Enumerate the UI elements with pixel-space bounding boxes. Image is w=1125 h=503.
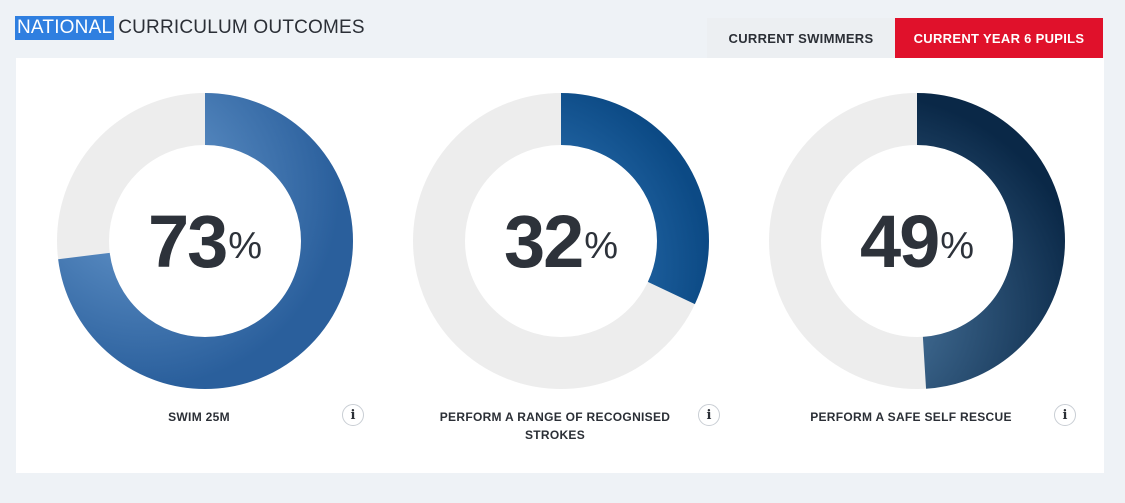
percentage-sign: % — [584, 224, 619, 267]
outcome-card-swim-25m: 73% SWIM 25M i — [16, 58, 364, 473]
percentage-value: 32% — [412, 92, 710, 390]
donut-chart — [413, 93, 709, 389]
percentage-sign: % — [228, 224, 263, 267]
info-icon[interactable]: i — [698, 404, 720, 426]
outcome-label: PERFORM A RANGE OF RECOGNISED STROKES — [439, 410, 671, 442]
info-icon[interactable]: i — [342, 404, 364, 426]
page-title-highlight: NATIONAL — [15, 16, 115, 40]
percentage-number: 73 — [147, 199, 228, 283]
tab-current-year-6-pupils[interactable]: CURRENT YEAR 6 PUPILS — [895, 18, 1103, 58]
percentage-sign: % — [940, 224, 975, 267]
percentage-value: 73% — [56, 92, 354, 390]
tab-bar: CURRENT SWIMMERS CURRENT YEAR 6 PUPILS — [707, 18, 1103, 58]
donut-arc — [769, 93, 1065, 389]
page-title: NATIONAL CURRICULUM OUTCOMES — [15, 16, 365, 40]
donut-chart — [57, 93, 353, 389]
outcome-card-self-rescue: 49% PERFORM A SAFE SELF RESCUE i — [728, 58, 1076, 473]
outcome-label: PERFORM A SAFE SELF RESCUE — [810, 410, 1012, 424]
page-title-text: CURRICULUM OUTCOMES — [118, 17, 365, 38]
outcome-card-strokes: 32% PERFORM A RANGE OF RECOGNISED STROKE… — [372, 58, 720, 473]
info-icon[interactable]: i — [1054, 404, 1076, 426]
outcomes-panel: 73% SWIM 25M i 32% PERFORM A RANGE OF RE… — [16, 58, 1104, 473]
donut-arc — [57, 93, 353, 389]
donut-arc — [413, 93, 709, 389]
percentage-value: 49% — [768, 92, 1066, 390]
outcome-label: SWIM 25M — [168, 410, 230, 424]
percentage-number: 32 — [503, 199, 584, 283]
tab-current-swimmers[interactable]: CURRENT SWIMMERS — [707, 18, 895, 58]
percentage-number: 49 — [859, 199, 940, 283]
donut-chart — [769, 93, 1065, 389]
